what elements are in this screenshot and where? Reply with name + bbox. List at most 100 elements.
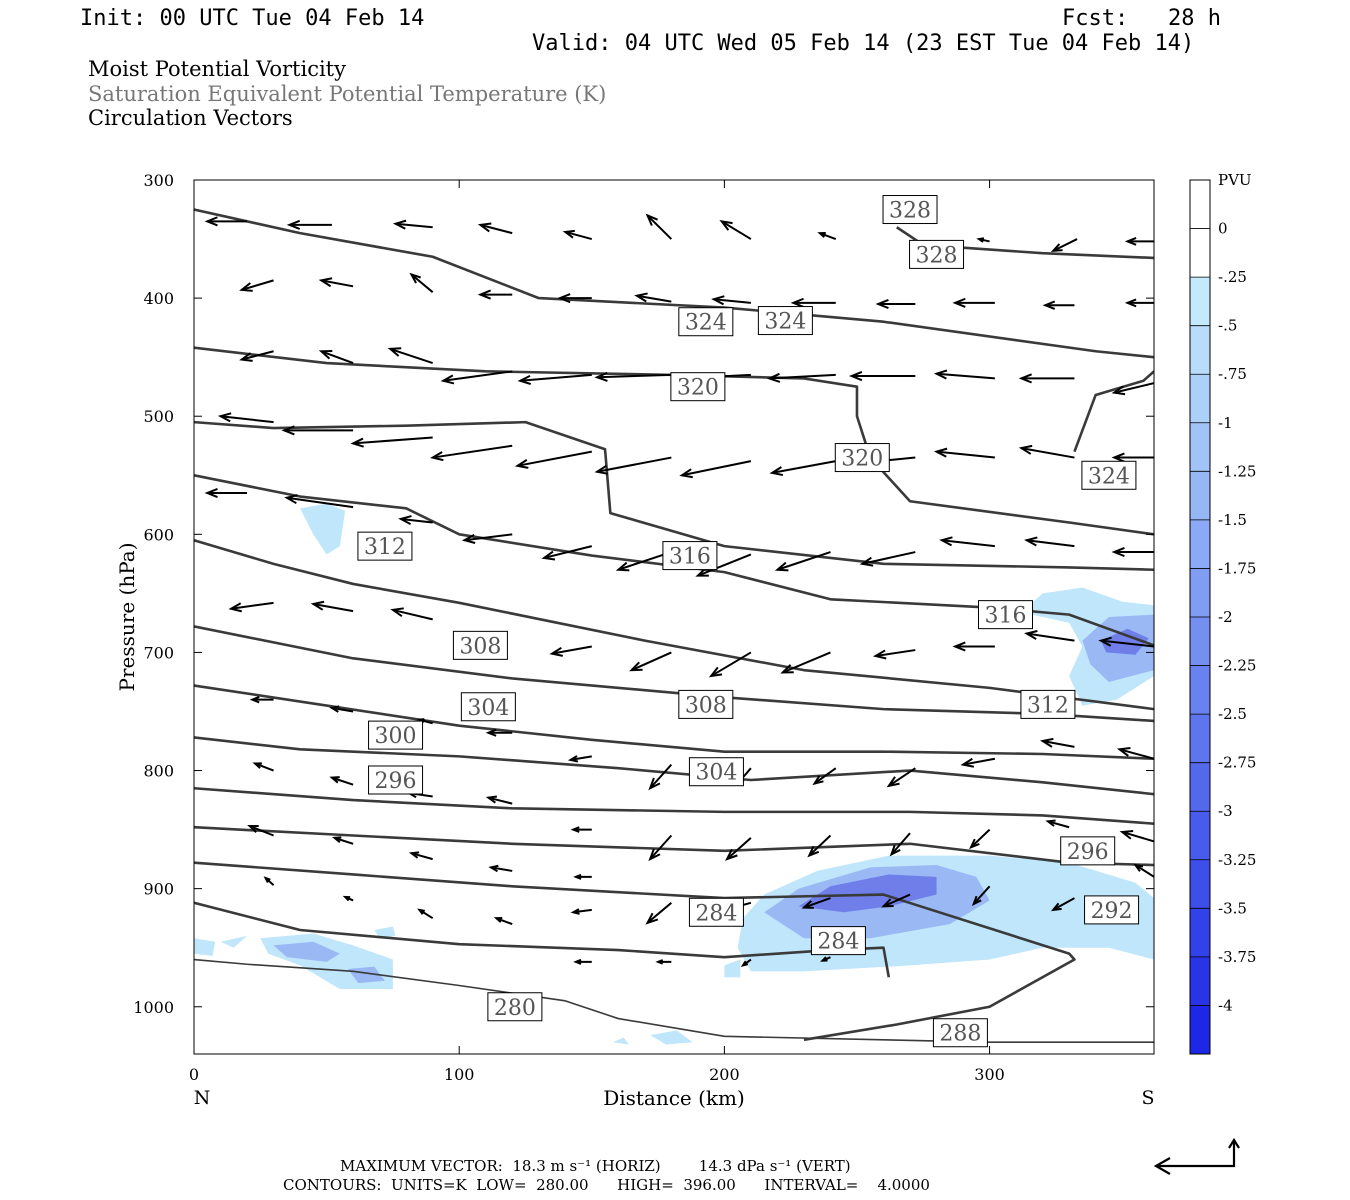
y-tick-label: 900 <box>143 880 174 899</box>
vector-0 <box>204 216 248 227</box>
svg-text:280: 280 <box>494 996 536 1021</box>
vector-100 <box>342 895 354 902</box>
contour-label-5: 320 <box>834 443 890 473</box>
y-tick-label: 1000 <box>133 998 174 1017</box>
colorbar-label-10: -2.5 <box>1218 705 1247 723</box>
contour-328-14 <box>896 226 1154 260</box>
contour-label-22: 288 <box>932 1018 988 1048</box>
vector-113 <box>740 958 752 968</box>
vector-82 <box>252 762 274 772</box>
contour-label-1: 328 <box>909 239 965 269</box>
colorbar-swatch-0 <box>1190 180 1210 230</box>
pv-region-11 <box>347 966 385 984</box>
vector-102 <box>493 917 513 926</box>
vector-47 <box>204 487 248 498</box>
contour-label-17: 296 <box>1060 836 1116 866</box>
vector-18 <box>790 297 836 308</box>
vector-35 <box>217 412 274 424</box>
vector-11 <box>239 279 274 292</box>
vector-104 <box>645 902 672 925</box>
title-vectors: Circulation Vectors <box>88 106 293 130</box>
colorbar-swatch-12 <box>1190 762 1210 812</box>
contour-300-5 <box>194 736 1154 796</box>
colorbar-label-9: -2.25 <box>1218 657 1256 675</box>
colorbar-label-3: -.75 <box>1218 365 1247 383</box>
vector-55 <box>859 551 916 567</box>
svg-text:296: 296 <box>375 769 417 794</box>
vector-50 <box>461 533 513 544</box>
contour-label-0: 328 <box>882 195 938 225</box>
colorbar-label-8: -2 <box>1218 608 1233 626</box>
svg-text:304: 304 <box>467 696 509 721</box>
colorbar-swatch-17 <box>1190 1005 1210 1055</box>
vector-88 <box>725 837 752 861</box>
colorbar-swatch-14 <box>1190 859 1210 909</box>
vector-91 <box>969 828 991 850</box>
vector-54 <box>774 551 831 572</box>
vector-7 <box>817 232 837 240</box>
colorbar-swatch-5 <box>1190 422 1210 472</box>
svg-text:300: 300 <box>375 724 417 749</box>
vector-60 <box>310 600 354 613</box>
vector-16 <box>634 292 672 303</box>
svg-text:308: 308 <box>685 693 727 718</box>
vector-87 <box>648 834 673 862</box>
colorbar-swatch-11 <box>1190 714 1210 764</box>
svg-text:324: 324 <box>685 311 727 336</box>
contour-320-10 <box>194 420 1154 572</box>
vector-78 <box>886 767 916 788</box>
colorbar-swatch-4 <box>1190 374 1210 424</box>
vector-32 <box>933 369 995 380</box>
vector-45 <box>1018 444 1075 459</box>
pv-region-7 <box>194 938 216 956</box>
theta-es-contours <box>194 208 1154 1043</box>
contour-label-10: 308 <box>452 630 508 660</box>
y-tick-label: 800 <box>143 762 174 781</box>
vector-90 <box>889 832 911 857</box>
vector-31 <box>848 371 916 382</box>
vector-114 <box>820 956 831 962</box>
vector-80 <box>1039 737 1075 748</box>
contour-312-8 <box>194 538 1154 711</box>
contour-label-9: 316 <box>977 600 1033 630</box>
svg-text:312: 312 <box>1027 693 1069 718</box>
contour-label-21: 280 <box>487 992 543 1022</box>
colorbar-swatch-1 <box>1190 228 1210 278</box>
colorbar-label-0: 0 <box>1218 220 1228 238</box>
vector-9 <box>1050 238 1078 253</box>
vector-30 <box>766 372 836 383</box>
reference-vector-icon <box>1153 1137 1240 1175</box>
x-end-label-right: S <box>1141 1087 1154 1109</box>
y-tick-label: 600 <box>143 525 174 544</box>
colorbar-label-13: -3.25 <box>1218 851 1256 869</box>
vector-103 <box>570 908 592 915</box>
vector-56 <box>939 536 995 548</box>
vector-36 <box>281 425 354 436</box>
vector-111 <box>573 958 592 965</box>
vector-2 <box>392 219 433 230</box>
contour-label-7: 312 <box>357 531 413 561</box>
colorbar-label-12: -3 <box>1218 802 1233 820</box>
circulation-vectors <box>204 213 1154 968</box>
y-tick-label: 300 <box>143 171 174 190</box>
vector-5 <box>645 213 673 240</box>
vector-67 <box>952 641 995 652</box>
init-time: Init: 00 UTC Tue 04 Feb 14 <box>80 6 425 31</box>
contour-label-15: 304 <box>688 757 744 787</box>
y-tick-label: 400 <box>143 289 174 308</box>
valid-time: Valid: 04 UTC Wed 05 Feb 14 (23 EST Tue … <box>532 31 1195 56</box>
vector-41 <box>679 460 752 479</box>
vector-61 <box>390 607 433 621</box>
contour-328-13 <box>194 208 1154 359</box>
vector-15 <box>557 293 592 304</box>
colorbar-label-4: -1 <box>1218 414 1233 432</box>
vector-19 <box>875 299 916 310</box>
colorbar-title: PVU <box>1218 171 1252 189</box>
vector-8 <box>976 237 990 243</box>
vector-89 <box>807 834 832 858</box>
vector-46 <box>1111 452 1154 463</box>
colorbar-swatch-3 <box>1190 325 1210 375</box>
colorbar-label-7: -1.75 <box>1218 559 1256 577</box>
forecast-hour: Fcst: 28 h <box>1062 6 1221 31</box>
svg-text:320: 320 <box>841 447 883 472</box>
